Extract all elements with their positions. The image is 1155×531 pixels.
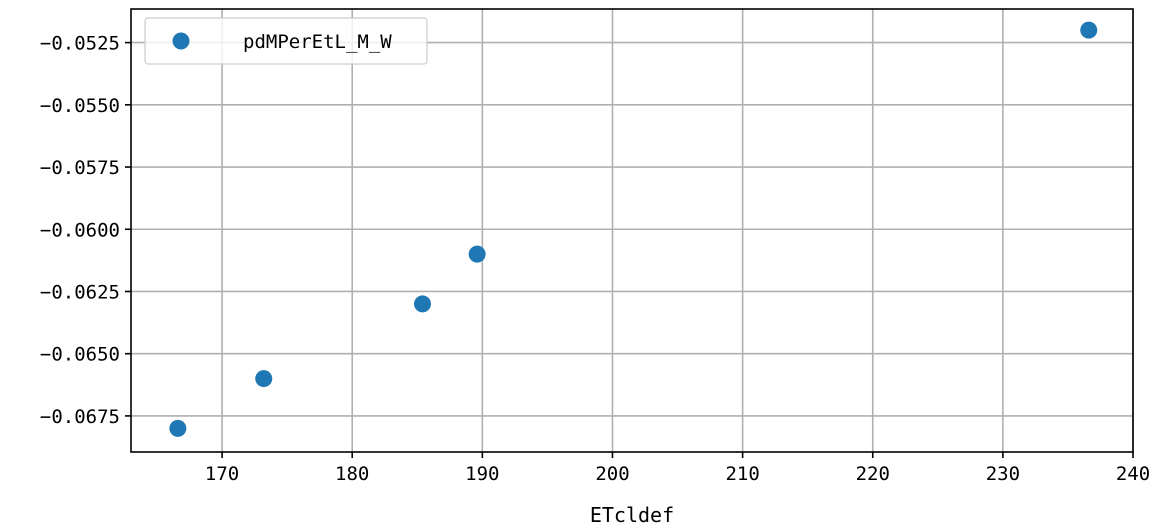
- x-tick-label: 190: [465, 463, 499, 485]
- legend: pdMPerEtL_M_W: [144, 17, 428, 65]
- x-tick-label: 210: [725, 463, 759, 485]
- data-point: [255, 370, 273, 388]
- x-tick-label: 200: [595, 463, 629, 485]
- y-tick-label: −0.0675: [40, 406, 120, 428]
- axis-ticks: 170 180 190 200 210 220 230 240 −0.0525 −0.0550 −0…: [40, 33, 1150, 485]
- data-point: [1080, 21, 1098, 39]
- plot-frame: [130, 8, 1134, 453]
- legend-marker: [172, 32, 190, 50]
- y-tick-label: −0.0550: [40, 95, 120, 117]
- x-tick-label: 230: [986, 463, 1020, 485]
- data-point: [169, 419, 187, 437]
- grid: [131, 9, 1134, 452]
- data-point: [413, 295, 431, 313]
- data-points: [169, 21, 1098, 437]
- y-tick-label: −0.0650: [40, 344, 120, 366]
- y-tick-label: −0.0575: [40, 157, 120, 179]
- x-axis-label: ETcldef: [590, 503, 674, 526]
- y-tick-label: −0.0525: [40, 33, 120, 55]
- data-point: [468, 245, 486, 263]
- legend-label: pdMPerEtL_M_W: [243, 31, 392, 53]
- x-tick-label: 180: [335, 463, 369, 485]
- x-tick-label: 170: [205, 463, 239, 485]
- x-tick-label: 240: [1116, 463, 1150, 485]
- y-tick-label: −0.0600: [40, 219, 120, 241]
- legend-box: [144, 17, 428, 65]
- y-tick-label: −0.0625: [40, 281, 120, 303]
- x-tick-label: 220: [856, 463, 890, 485]
